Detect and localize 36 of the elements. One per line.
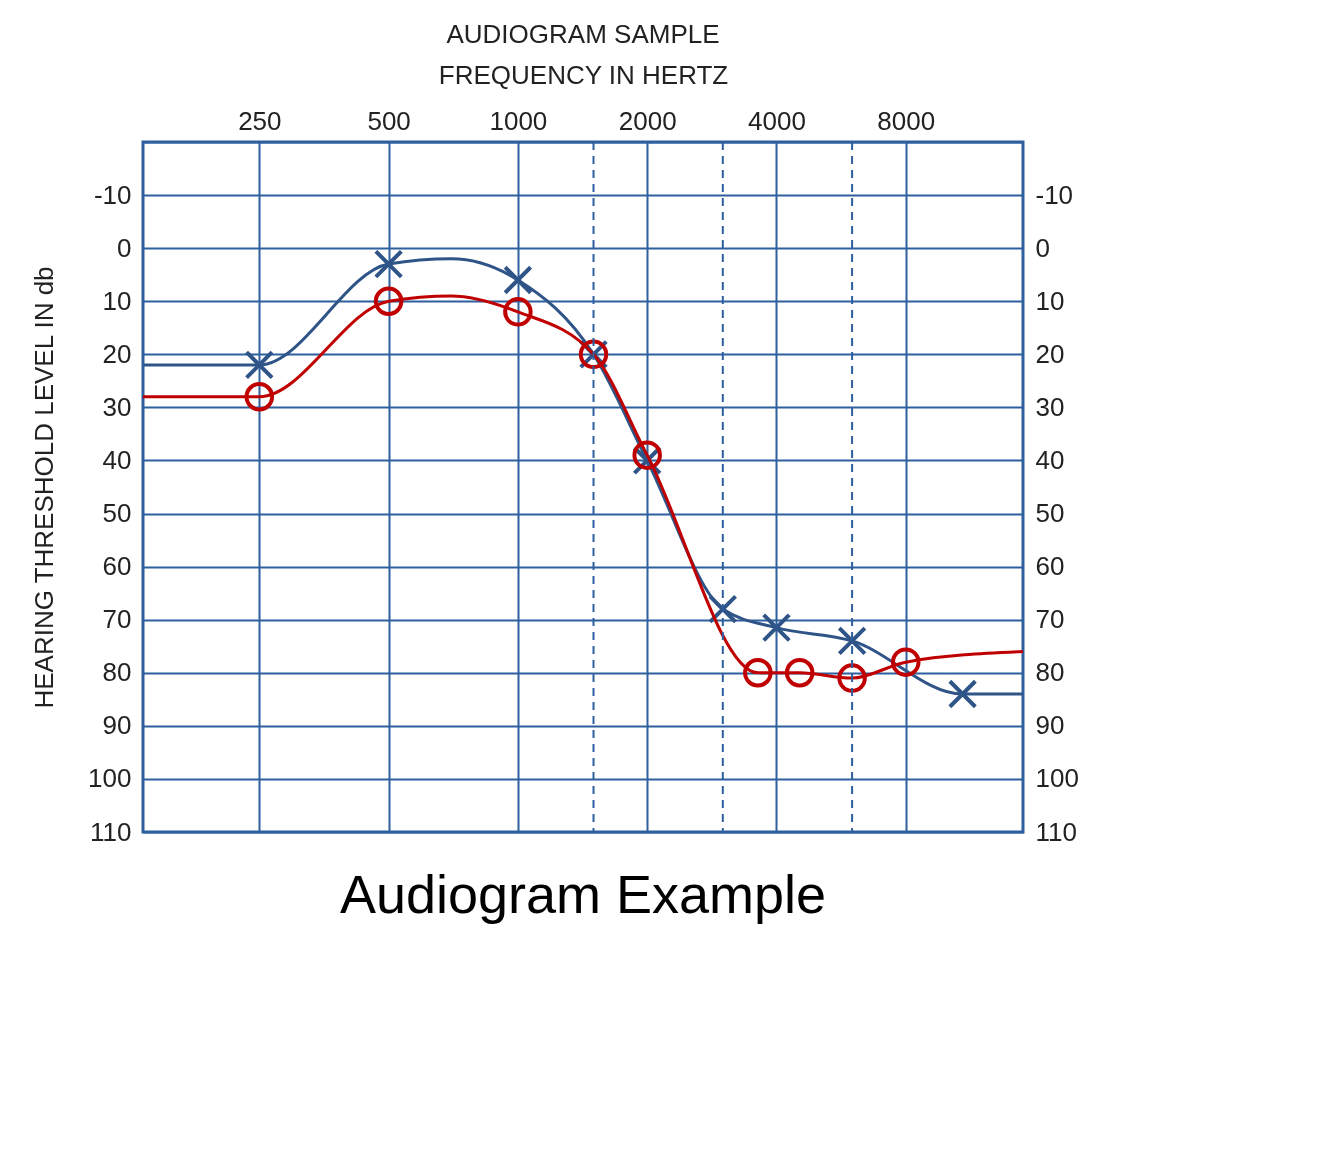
x-tick-label: 2000	[618, 105, 677, 136]
y-tick-label: 100	[88, 763, 132, 794]
y2-tick-label: 80	[1035, 657, 1065, 688]
x-tick-label: 8000	[877, 105, 936, 136]
text: Audiogram Example	[339, 864, 827, 924]
y2-tick-label: 30	[1035, 391, 1065, 422]
y-tick-label: 90	[102, 710, 132, 741]
y2-tick-label: 20	[1035, 338, 1065, 369]
x-tick-label: 250	[238, 105, 282, 136]
y-tick-label: 80	[102, 657, 132, 688]
y2-tick-label: 60	[1035, 551, 1065, 582]
y-tick-label: 20	[102, 338, 132, 369]
x-tick-label: 1000	[489, 105, 548, 136]
y-tick-label: 10	[102, 285, 132, 316]
y-tick-label: 40	[102, 444, 132, 475]
y-tick-label: 0	[117, 232, 132, 263]
x-tick-label: 4000	[748, 105, 806, 136]
y-tick-label: -10	[93, 179, 132, 210]
y-tick-label: 30	[102, 391, 132, 422]
y-tick-label: 50	[102, 498, 132, 529]
y2-tick-label: 50	[1035, 498, 1065, 529]
y-tick-label: 70	[102, 604, 132, 635]
y-axis-title: HEARING THRESHOLD LEVEL IN db	[29, 266, 60, 709]
y-tick-label: 60	[102, 551, 132, 582]
y2-tick-label: 110	[1035, 816, 1077, 847]
y2-tick-label: 40	[1035, 444, 1065, 475]
x-axis-title: FREQUENCY IN HERTZ	[438, 59, 729, 90]
y2-tick-label: 90	[1035, 710, 1065, 741]
chart-title: AUDIOGRAM SAMPLE	[446, 19, 720, 49]
y2-tick-label: 0	[1035, 232, 1050, 263]
x-tick-label: 500	[367, 105, 411, 136]
y2-tick-label: 100	[1035, 763, 1079, 794]
y2-tick-label: 10	[1035, 285, 1065, 316]
y2-tick-label: -10	[1035, 179, 1074, 210]
y-tick-label: 110	[90, 816, 132, 847]
y2-tick-label: 70	[1035, 604, 1065, 635]
